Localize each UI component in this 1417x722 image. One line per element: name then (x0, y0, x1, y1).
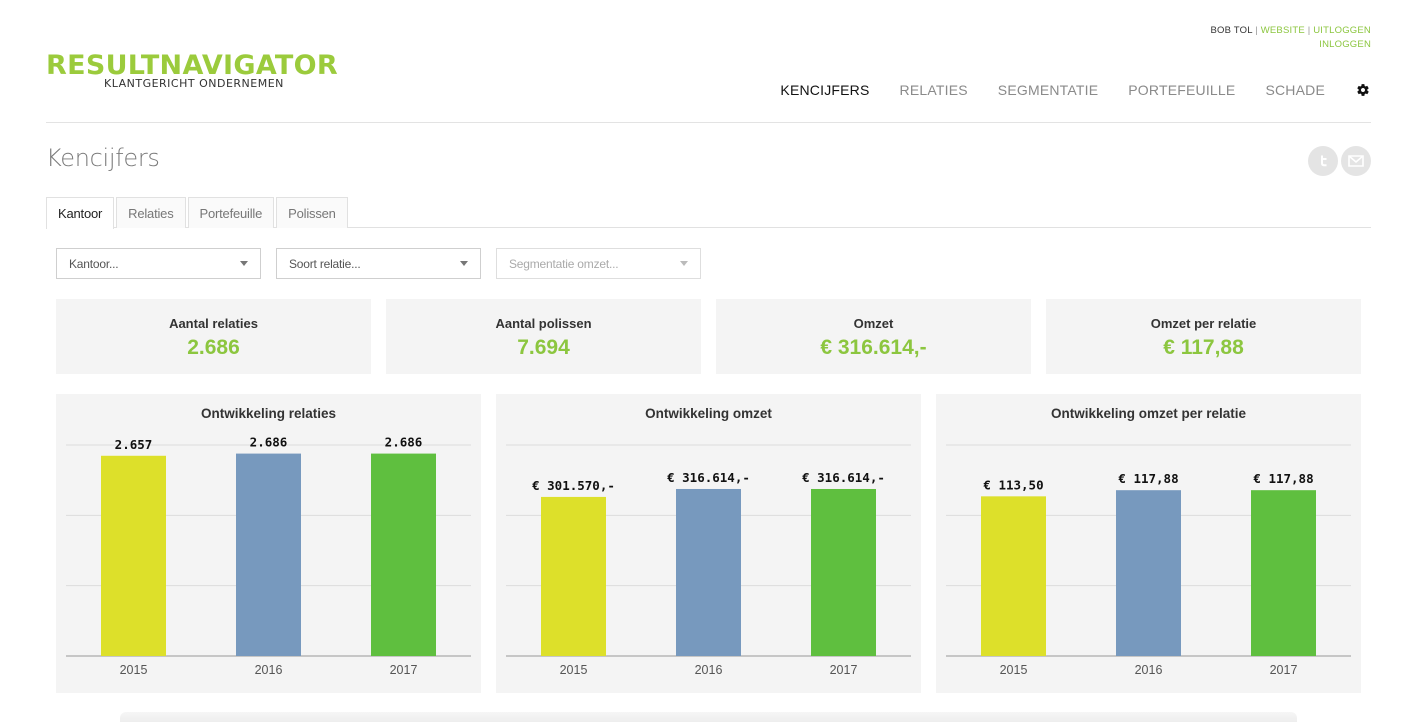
logo-tagline: KLANTGERICHT ONDERNEMEN (104, 77, 284, 90)
kpi-value: 7.694 (517, 336, 570, 359)
chart-ontwikkeling-omzet: Ontwikkeling omzet € 301.570,- 2015 € 316.… (496, 394, 921, 693)
logo-brand: RESULTNAVIGATOR (46, 50, 338, 81)
kantoor-select-placeholder: Kantoor... (69, 256, 119, 271)
segmentatie-omzet-select[interactable]: Segmentatie omzet... (496, 248, 701, 279)
data-label: € 117,88 (1118, 471, 1178, 486)
bar-2015 (541, 496, 606, 656)
kpi-card-omzet: Omzet € 316.614,- (716, 299, 1031, 374)
data-label: € 316.614,- (667, 470, 750, 485)
nav-item-schade[interactable]: SCHADE (1265, 82, 1325, 98)
data-label: 2.686 (250, 435, 288, 450)
kpi-card-omzet-per-relatie: Omzet per relatie € 117,88 (1046, 299, 1361, 374)
chevron-down-icon (460, 261, 468, 266)
sub-tabs: Kantoor Relaties Portefeuille Polissen (46, 197, 1371, 229)
kpi-value: 2.686 (187, 336, 240, 359)
soort-relatie-select[interactable]: Soort relatie... (276, 248, 481, 279)
chart-ontwikkeling-omzet-per-relatie: Ontwikkeling omzet per relatie € 113,50 2… (936, 394, 1361, 693)
kpi-label: Aantal polissen (495, 316, 592, 331)
nav-item-portefeuille[interactable]: PORTEFEUILLE (1128, 82, 1236, 98)
x-tick-label: 2016 (695, 663, 723, 677)
x-tick-label: 2017 (830, 663, 858, 677)
login-link[interactable]: INLOGGEN (1319, 39, 1371, 50)
social-buttons (1305, 146, 1371, 176)
chart-title: Ontwikkeling omzet per relatie (1050, 406, 1247, 421)
chevron-down-icon (680, 261, 688, 266)
tab-kantoor[interactable]: Kantoor (46, 197, 115, 229)
user-bar: BOB TOL | WEBSITE | UITLOGGEN INLOGGEN (1210, 25, 1371, 50)
chevron-down-icon (240, 261, 248, 266)
chart-row: Ontwikkeling relaties 2.657 2015 2.686 2016… (56, 394, 1361, 693)
data-label: € 316.614,- (802, 470, 885, 485)
bar-chart-svg: 2.657 2015 2.686 2016 2.686 2017 (66, 435, 471, 677)
bar-2016 (236, 453, 301, 656)
bar-2016 (1116, 490, 1181, 656)
website-link[interactable]: WEBSITE (1260, 25, 1305, 36)
x-tick-label: 2016 (255, 663, 283, 677)
twitter-icon[interactable] (1308, 146, 1338, 176)
data-label: 2.686 (385, 435, 423, 450)
bar-2017 (811, 488, 876, 656)
header-divider (46, 122, 1371, 123)
logout-link[interactable]: UITLOGGEN (1313, 25, 1371, 36)
chart-ontwikkeling-relaties: Ontwikkeling relaties 2.657 2015 2.686 2016… (56, 394, 481, 693)
kpi-value: € 316.614,- (820, 336, 927, 359)
footer-edge (120, 712, 1297, 722)
kpi-label: Omzet (853, 316, 894, 331)
tab-portefeuille[interactable]: Portefeuille (187, 197, 275, 228)
bar-2017 (371, 453, 436, 656)
bar-chart-svg: € 113,50 2015 € 117,88 2016 € 117,88 2017 (946, 444, 1351, 677)
logo[interactable]: RESULTNAVIGATOR KLANTGERICHT ONDERNEMEN (46, 50, 338, 90)
nav-item-relaties[interactable]: RELATIES (899, 82, 968, 98)
kpi-card-aantal-relaties: Aantal relaties 2.686 (56, 299, 371, 374)
tab-polissen[interactable]: Polissen (276, 197, 348, 228)
filter-bar: Kantoor... Soort relatie... Segmentatie … (56, 248, 716, 279)
mail-icon[interactable] (1341, 146, 1371, 176)
x-tick-label: 2017 (1270, 663, 1298, 677)
tab-relaties[interactable]: Relaties (116, 197, 186, 228)
main-nav: KENCIJFERS RELATIES SEGMENTATIE PORTEFEU… (750, 82, 1371, 98)
kpi-card-aantal-polissen: Aantal polissen 7.694 (386, 299, 701, 374)
bar-chart-svg: € 301.570,- 2015 € 316.614,- 2016 € 316.614,… (506, 444, 911, 677)
kpi-label: Omzet per relatie (1150, 316, 1257, 331)
bar-2017 (1251, 490, 1316, 656)
page-title: Kencijfers (46, 144, 160, 172)
x-tick-label: 2015 (120, 663, 148, 677)
gear-icon[interactable] (1355, 82, 1371, 98)
kpi-label: Aantal relaties (169, 316, 258, 331)
data-label: € 301.570,- (532, 478, 615, 493)
chart-title: Ontwikkeling omzet (645, 406, 772, 421)
data-label: € 113,50 (983, 477, 1043, 492)
gear-icon-graphic (1357, 84, 1369, 96)
soort-relatie-select-placeholder: Soort relatie... (289, 256, 361, 271)
user-name: BOB TOL (1210, 25, 1253, 36)
x-tick-label: 2015 (1000, 663, 1028, 677)
bar-2015 (101, 455, 166, 656)
bar-2015 (981, 496, 1046, 656)
data-label: € 117,88 (1253, 471, 1313, 486)
kantoor-select[interactable]: Kantoor... (56, 248, 261, 279)
kpi-row: Aantal relaties 2.686 Aantal polissen 7.… (56, 299, 1361, 374)
chart-title: Ontwikkeling relaties (200, 406, 337, 421)
x-tick-label: 2017 (390, 663, 418, 677)
bar-2016 (676, 488, 741, 656)
kpi-value: € 117,88 (1163, 336, 1244, 359)
segmentatie-omzet-select-placeholder: Segmentatie omzet... (509, 256, 619, 271)
x-tick-label: 2016 (1135, 663, 1163, 677)
nav-item-kencijfers[interactable]: KENCIJFERS (780, 82, 870, 98)
nav-item-segmentatie[interactable]: SEGMENTATIE (997, 82, 1099, 98)
data-label: 2.657 (115, 437, 153, 452)
x-tick-label: 2015 (560, 663, 588, 677)
